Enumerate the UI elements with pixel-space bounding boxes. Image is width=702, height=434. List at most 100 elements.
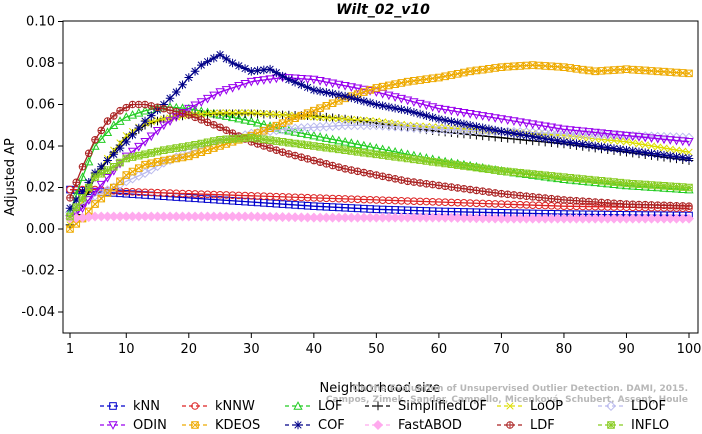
data-point-inflo — [216, 135, 224, 144]
data-point-cof — [159, 100, 169, 109]
data-point-inflo — [397, 153, 406, 162]
data-point-odin — [290, 74, 300, 84]
data-point-inflo — [134, 151, 143, 160]
data-point-odin — [390, 93, 400, 102]
data-point-kdeos — [147, 159, 156, 168]
legend-label-odin: ODIN — [133, 418, 167, 433]
data-point-loop — [341, 115, 349, 123]
data-point-cof — [109, 150, 119, 159]
data-point-kdeos — [428, 74, 437, 83]
data-point-odin — [540, 122, 550, 132]
data-point-odin — [471, 111, 482, 120]
data-point-ldf — [78, 163, 87, 171]
data-point-kdeos — [403, 77, 412, 86]
data-point-inflo — [566, 173, 575, 182]
data-point-kdeos — [134, 164, 143, 172]
data-point-odin — [628, 132, 638, 142]
data-point-ldf — [378, 172, 387, 181]
legend-label-kdeos: KDEOS — [215, 418, 260, 433]
data-point-odin — [152, 126, 163, 136]
data-point-odin — [196, 98, 206, 107]
data-point-ldof — [583, 129, 594, 140]
data-point-inflo — [372, 150, 381, 159]
data-point-cof — [334, 90, 344, 100]
data-point-ldf — [391, 175, 399, 183]
data-point-ldf — [97, 126, 106, 135]
data-point-loop — [228, 109, 237, 117]
data-point-ldf — [103, 117, 112, 125]
data-point-ldf — [485, 188, 493, 196]
data-point-ldf — [178, 109, 187, 118]
data-point-loop — [629, 139, 637, 147]
legend-item-ldf: LDF — [497, 418, 555, 433]
data-point-kdeos — [291, 114, 299, 122]
data-point-odin — [334, 80, 344, 90]
data-point-ldf — [653, 201, 662, 209]
data-point-odin — [621, 131, 632, 141]
data-point-kdeos — [166, 155, 174, 164]
data-point-cof — [597, 142, 606, 152]
data-point-odin — [578, 127, 588, 137]
data-point-ldf — [635, 200, 643, 209]
data-point-ldf — [303, 155, 312, 163]
data-point-cof — [559, 137, 569, 147]
legend-item-simplifiedlof: SimplifiedLOF — [365, 399, 487, 414]
data-point-cof — [415, 109, 425, 119]
data-point-loop — [216, 109, 224, 117]
data-point-ldf — [166, 106, 174, 114]
data-point-kdeos — [322, 101, 331, 110]
data-point-cof — [121, 137, 131, 147]
data-point-cof — [528, 132, 537, 141]
data-point-kdeos — [441, 72, 449, 81]
x-axis: 1 10 20 30 40 50 60 70 80 90 100 — [66, 333, 701, 357]
data-point-odin — [634, 133, 644, 142]
data-point-cof — [259, 65, 269, 75]
data-point-odin — [327, 79, 338, 89]
data-point-inflo — [572, 174, 581, 183]
data-point-odin — [265, 75, 275, 85]
legend-item-kdeos: KDEOS — [182, 418, 260, 433]
data-point-odin — [428, 103, 438, 112]
data-point-ldof — [565, 128, 576, 139]
data-point-kdeos — [485, 65, 493, 73]
data-point-odin — [446, 106, 457, 116]
legend-item-fastabod: FastABOD — [365, 418, 462, 433]
data-point-ldf — [184, 111, 193, 119]
data-point-cof — [572, 139, 581, 148]
data-point-inflo — [672, 182, 681, 191]
data-point-ldof — [377, 120, 388, 131]
data-point-ldof — [427, 123, 438, 134]
data-point-loop — [353, 116, 362, 124]
data-point-inflo — [535, 170, 543, 179]
data-point-loop — [153, 116, 162, 125]
data-point-cof — [103, 156, 112, 165]
data-point-odin — [140, 138, 150, 147]
data-point-loop — [660, 144, 668, 152]
data-point-cof — [365, 98, 375, 108]
data-point-ldf — [297, 153, 306, 161]
data-point-loop — [310, 113, 318, 121]
data-point-inflo — [241, 134, 249, 142]
legend-marker-ldof — [605, 400, 617, 412]
data-point-ldf — [216, 123, 224, 132]
data-point-cof — [434, 114, 444, 124]
data-point-loop — [203, 109, 212, 118]
data-point-loop — [679, 147, 687, 155]
data-point-ldf — [497, 190, 506, 198]
data-point-ldf — [660, 201, 668, 210]
data-point-cof — [340, 91, 350, 101]
data-point-inflo — [385, 152, 393, 160]
data-point-odin — [515, 118, 525, 127]
data-point-cof — [297, 80, 306, 90]
data-point-kdeos — [316, 104, 324, 113]
data-point-ldf — [203, 118, 212, 127]
data-point-ldf — [347, 166, 356, 174]
data-point-kdeos — [453, 69, 462, 78]
data-point-inflo — [560, 173, 568, 181]
data-point-cof — [240, 64, 250, 73]
data-point-cof — [634, 147, 644, 157]
watermark-line-1: On the Evaluation of Unsupervised Outlie… — [353, 384, 688, 394]
data-point-ldf — [478, 187, 487, 195]
data-point-inflo — [191, 140, 199, 149]
data-point-ldf — [403, 177, 412, 185]
